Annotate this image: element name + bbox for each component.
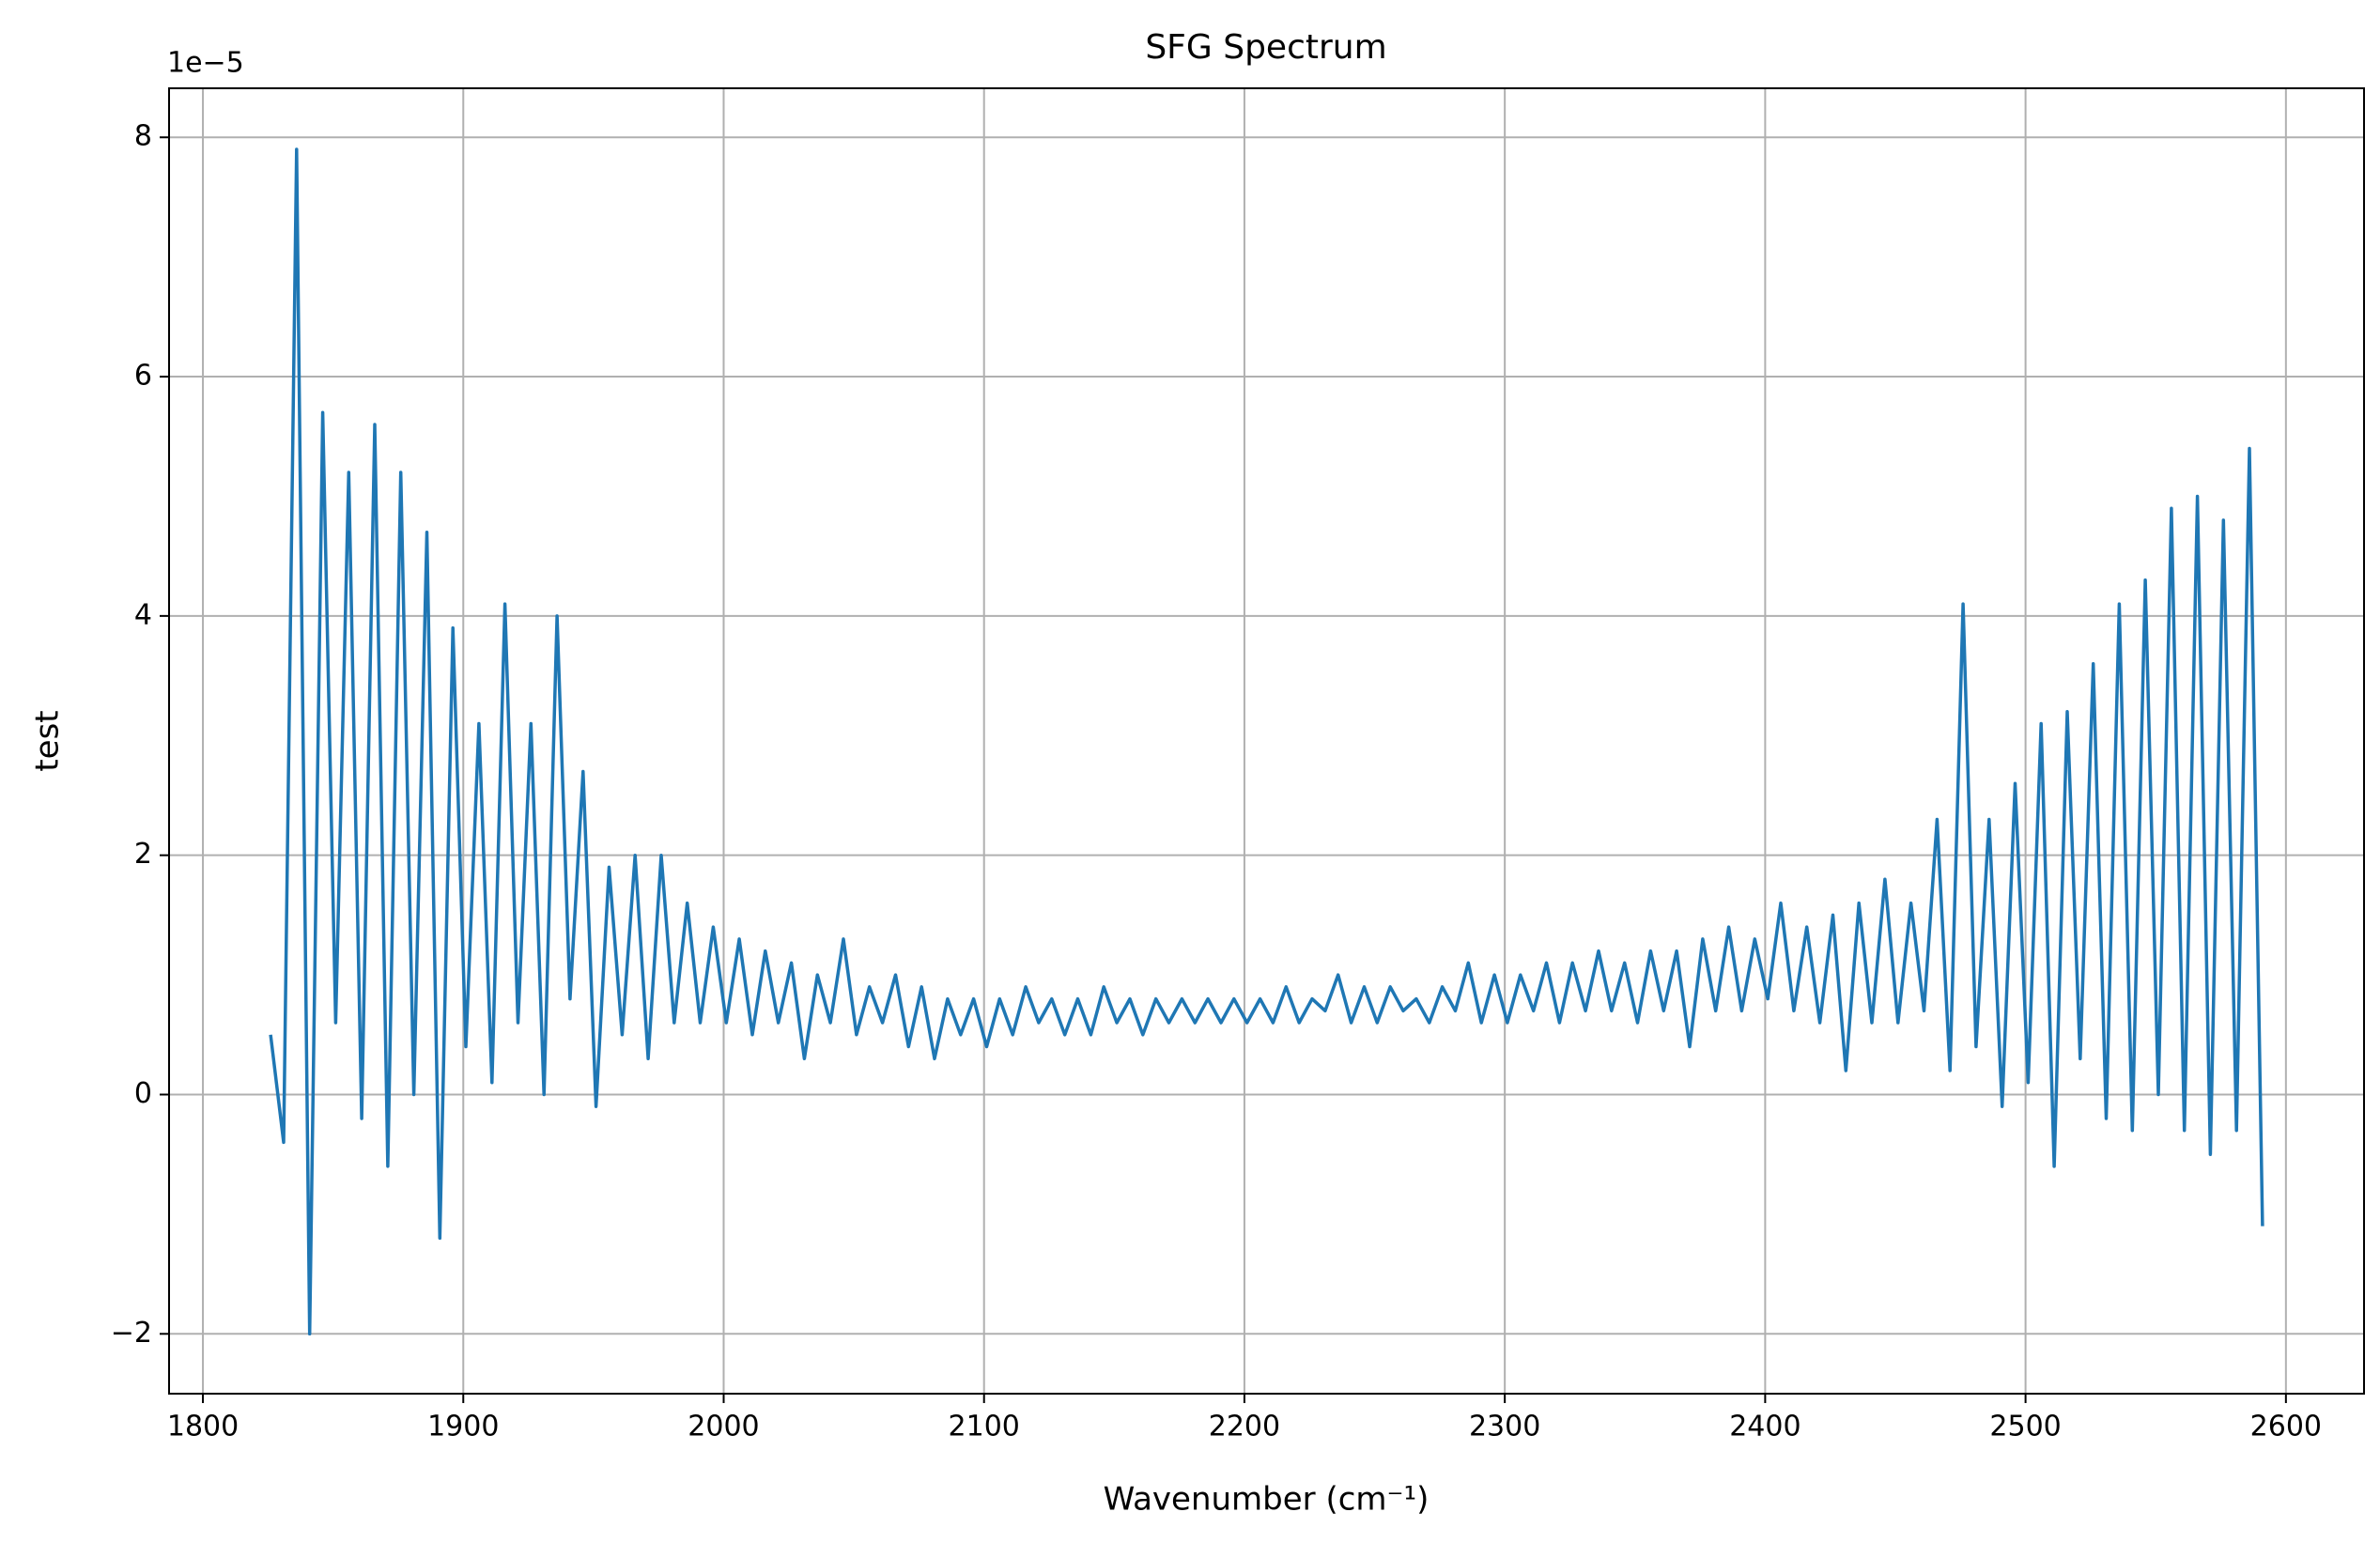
x-tick-label: 2200 (1209, 1411, 1280, 1443)
x-tick-label: 2300 (1469, 1411, 1540, 1443)
y-tick-label: 6 (134, 360, 152, 393)
y-axis-label: test (29, 710, 67, 771)
y-tick-label: 8 (134, 120, 152, 153)
chart-title: SFG Spectrum (1145, 28, 1386, 67)
x-tick-label: 2400 (1729, 1411, 1800, 1443)
x-tick-label: 2500 (1989, 1411, 2061, 1443)
x-tick-label: 1800 (167, 1411, 239, 1443)
y-tick-label: 2 (134, 838, 152, 871)
y-tick-label: −2 (111, 1317, 152, 1350)
y-offset-label: 1e−5 (167, 47, 244, 80)
x-tick-label: 2600 (2250, 1411, 2322, 1443)
data-line (269, 147, 2264, 1336)
x-tick-label: 2100 (949, 1411, 1020, 1443)
y-tick-label: 0 (134, 1077, 152, 1110)
x-tick-label: 2000 (688, 1411, 759, 1443)
x-axis-label: Wavenumber (cm⁻¹) (1104, 1481, 1430, 1519)
plot-frame (168, 87, 2365, 1395)
x-tick-label: 1900 (427, 1411, 499, 1443)
y-tick-label: 4 (134, 598, 152, 631)
